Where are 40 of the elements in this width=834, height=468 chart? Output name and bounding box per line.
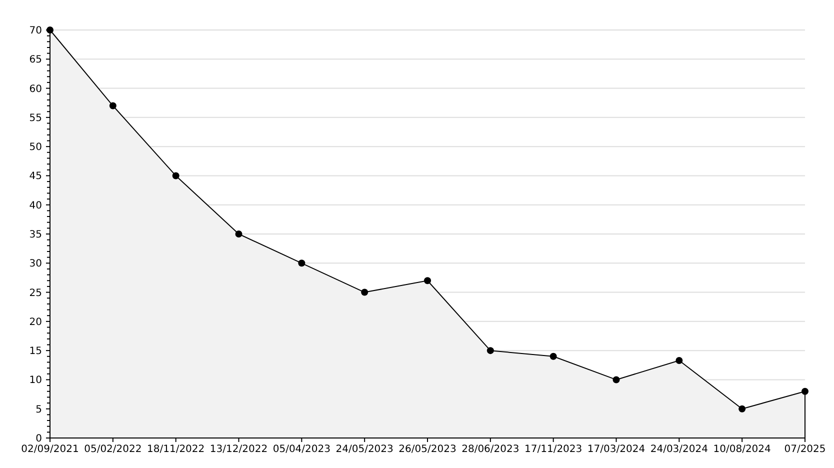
y-tick-label: 15 [29,346,42,358]
y-tick-label: 55 [29,112,42,124]
x-tick-label: 13/12/2022 [210,444,268,455]
point [802,388,808,395]
point [235,230,242,238]
x-tick-label: 17/11/2023 [524,444,582,455]
y-tick-label: 5 [36,404,42,416]
point [612,376,620,384]
x-tick-label: 24/05/2023 [336,444,394,455]
y-tick-label: 60 [29,84,42,95]
x-tick-label: 05/04/2023 [272,444,330,455]
point [550,352,557,360]
x-tick-label: 26/05/2023 [398,444,456,455]
y-tick-label: 45 [29,171,42,182]
y-tick-label: 10 [29,375,42,386]
point [424,277,431,284]
point [109,102,116,110]
point [676,356,683,364]
x-tick-label: 07/2025 [784,444,826,455]
y-tick-label: 35 [29,230,42,240]
point [486,347,494,354]
point [361,288,368,296]
x-tick-label: 02/09/2021 [21,444,79,455]
y-tick-label: 30 [29,258,42,270]
x-tick-label: 05/02/2022 [84,444,142,455]
y-tick-label: 40 [29,200,42,212]
y-tick-label: 25 [29,288,42,299]
y-tick-label: 65 [29,54,42,66]
y-tick-label: 50 [29,142,42,154]
y-tick-label: 70 [29,26,42,36]
point [298,260,306,267]
x-tick-label: 17/03/2024 [587,444,646,455]
x-tick-label: 18/11/2022 [147,444,205,455]
point [172,172,180,180]
x-tick-label: 28/06/2023 [462,444,520,455]
y-tick-label: 20 [29,316,42,328]
x-tick-label: 24/03/2024 [650,444,708,455]
y-tick-label: 0 [36,434,42,444]
point [738,405,746,412]
x-tick-label: 10/08/2024 [713,444,771,455]
